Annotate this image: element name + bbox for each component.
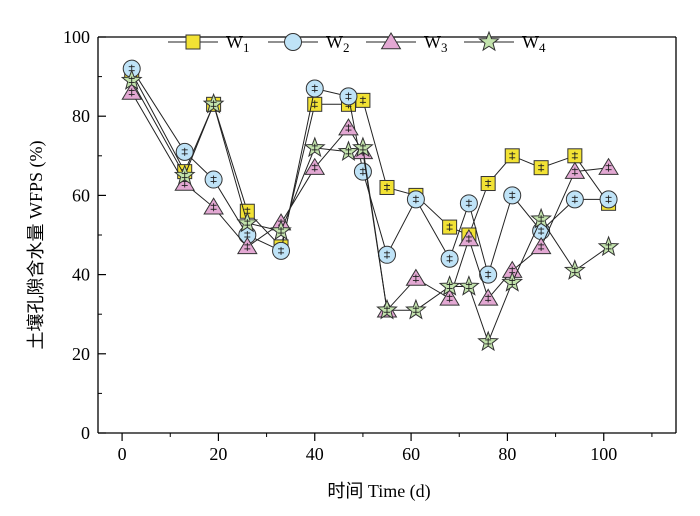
x-tick-label: 80 <box>498 444 516 464</box>
legend-marker-w2 <box>284 33 302 51</box>
y-tick-label: 80 <box>72 106 90 126</box>
x-tick-label: 40 <box>306 444 324 464</box>
x-tick-label: 100 <box>590 444 617 464</box>
legend: W1 W2 W3 W4 <box>168 30 546 55</box>
y-axis-title: 土壤孔隙含水量 WFPS (%) <box>26 140 47 349</box>
legend-label-w4: W4 <box>522 32 546 55</box>
legend-marker-w4 <box>478 30 500 52</box>
series-group <box>121 82 619 318</box>
y-tick-label: 0 <box>81 423 90 443</box>
y-tick-label: 40 <box>72 265 90 285</box>
series-line-w4 <box>131 80 609 344</box>
x-axis-title: 时间 Time (d) <box>327 481 430 502</box>
legend-marker-w1 <box>185 34 201 50</box>
x-tick-label: 20 <box>209 444 227 464</box>
series-group <box>122 59 618 284</box>
legend-marker-w3 <box>380 32 402 50</box>
y-tick-label: 20 <box>72 344 90 364</box>
legend-label-w2: W2 <box>326 32 350 55</box>
legend-label-w1: W1 <box>226 32 250 55</box>
series-group <box>120 69 620 352</box>
y-tick-label: 100 <box>63 27 90 47</box>
y-tick-label: 60 <box>72 185 90 205</box>
x-tick-label: 60 <box>402 444 420 464</box>
plot-area: 0 20 40 60 80 100 0 20 40 60 80 100 <box>63 27 677 464</box>
legend-label-w3: W3 <box>424 32 448 55</box>
x-tick-label: 0 <box>118 444 127 464</box>
series-layer <box>120 59 620 352</box>
